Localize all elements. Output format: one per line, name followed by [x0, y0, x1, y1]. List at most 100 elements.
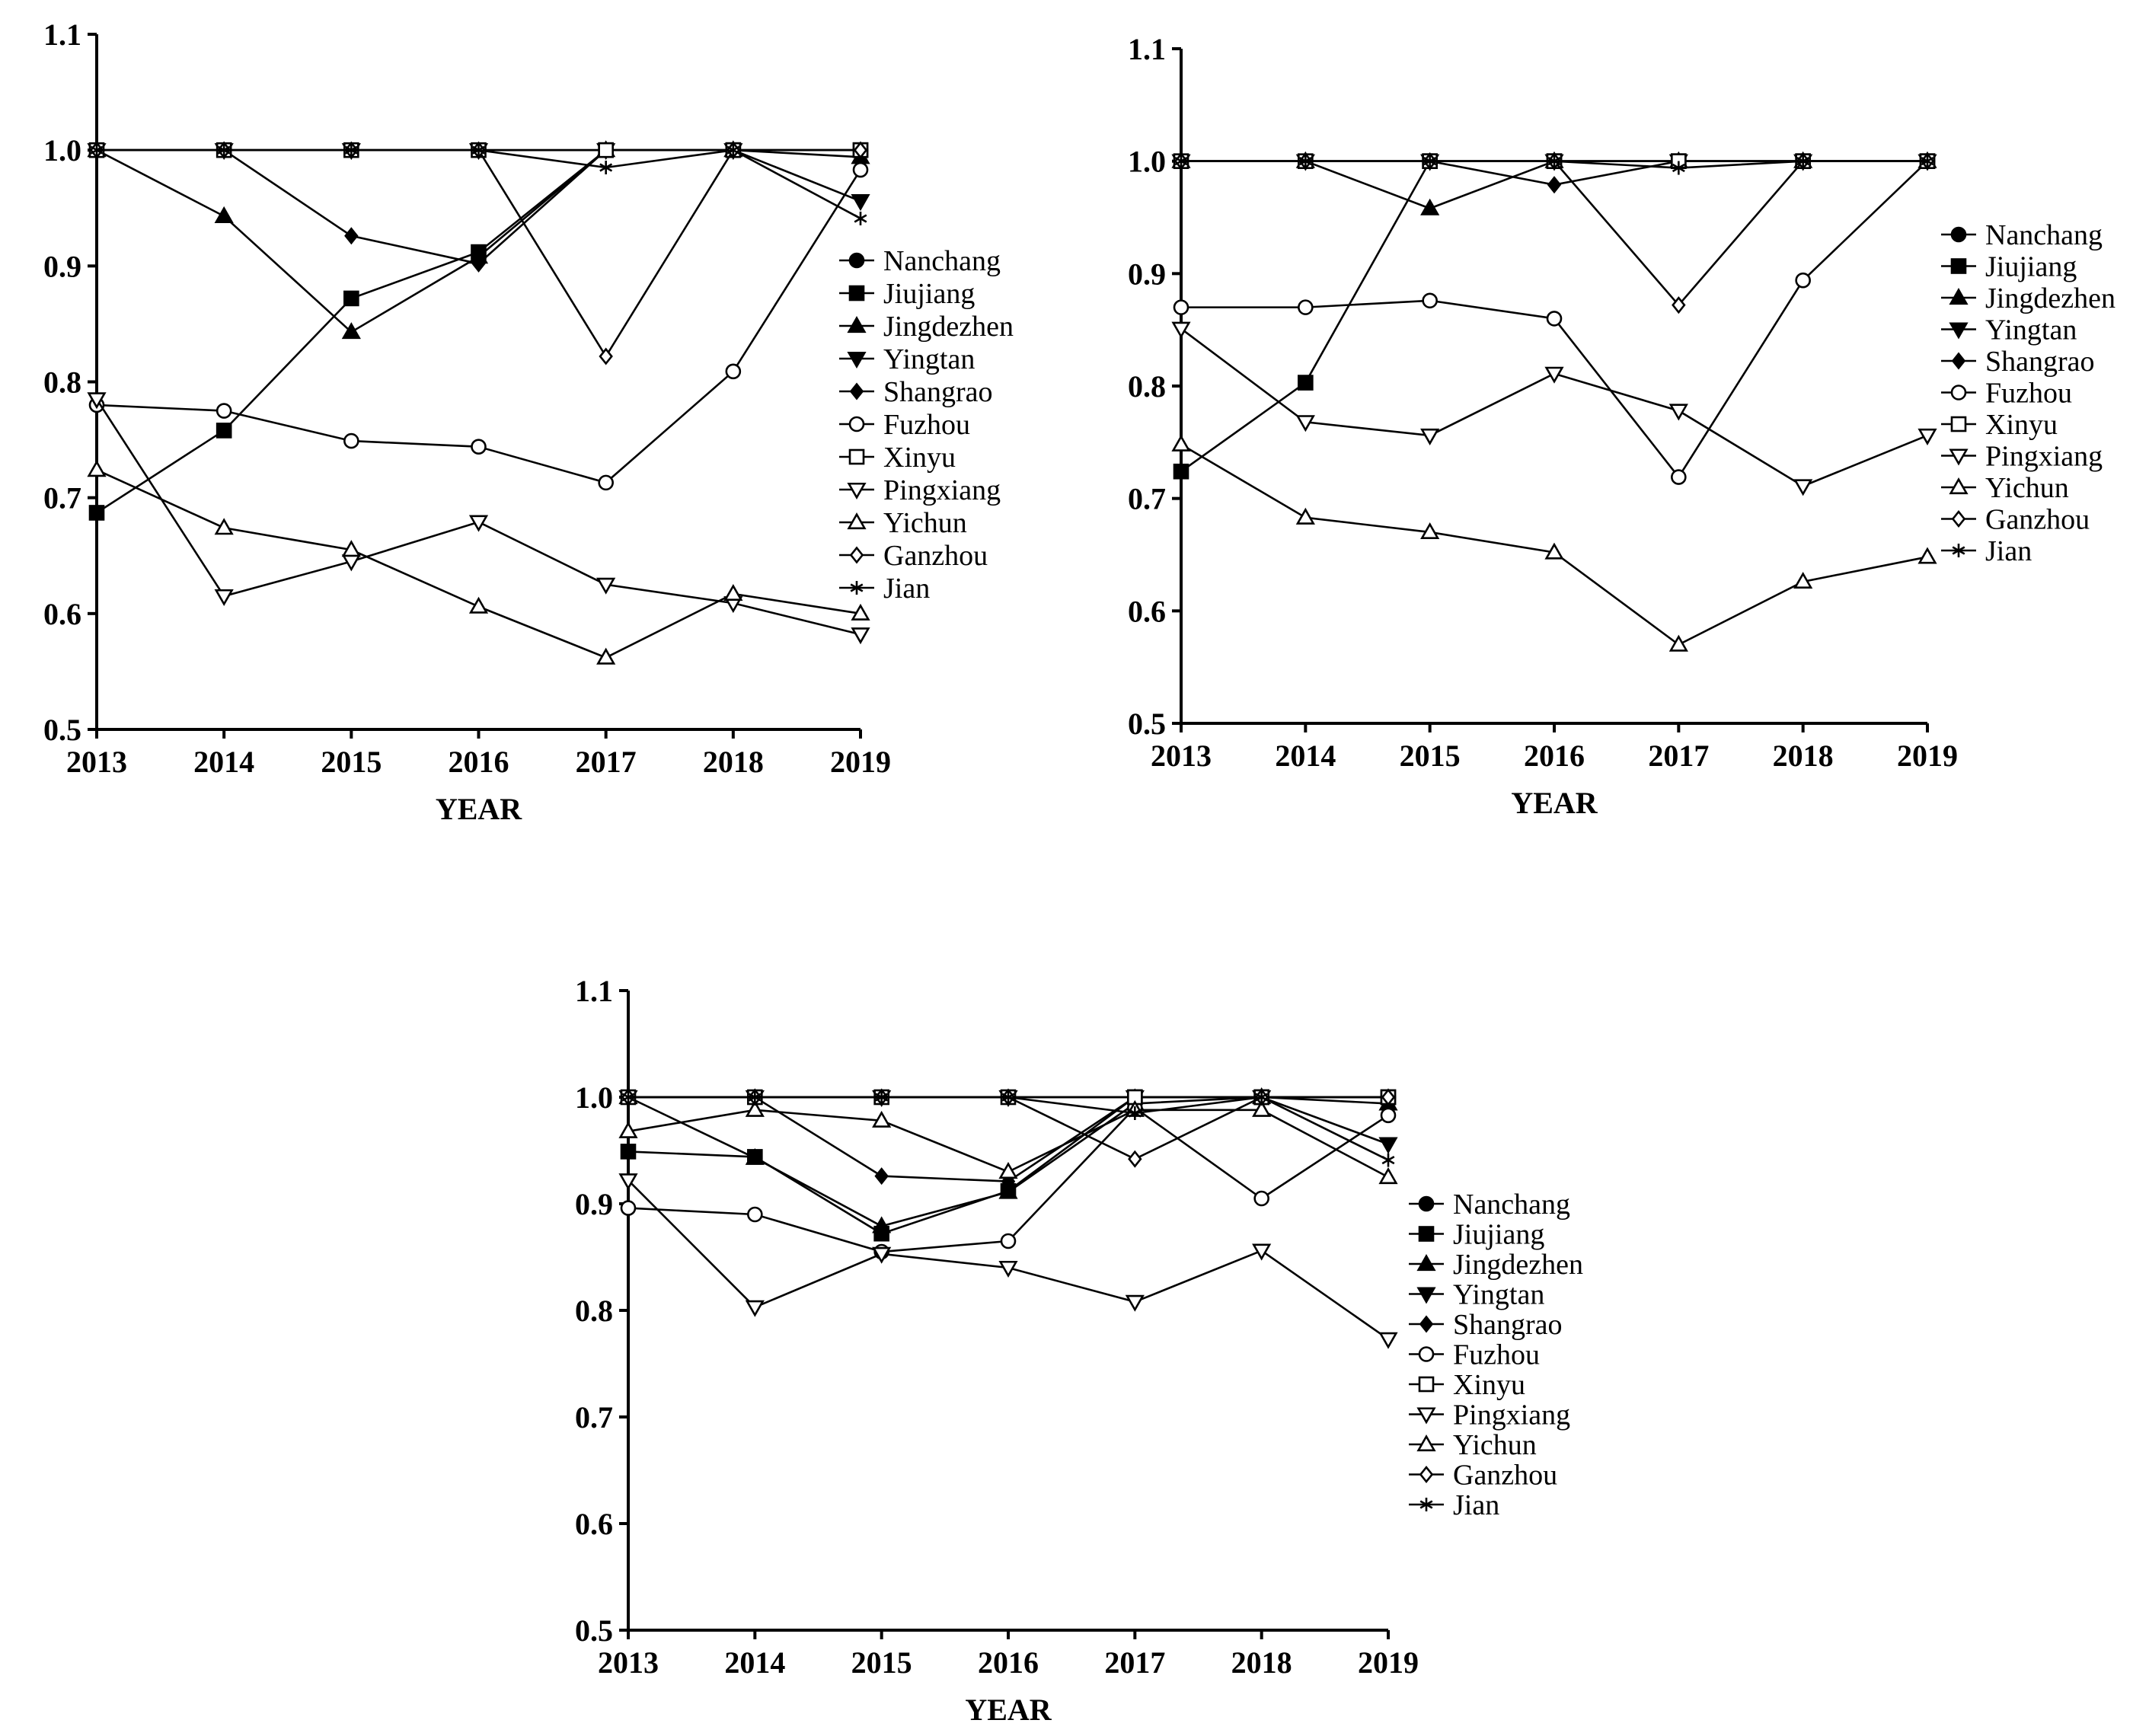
legend-marker-pingxiang — [847, 482, 867, 499]
legend-item-nanchang: Nanchang — [1409, 1189, 1570, 1221]
legend-marker-jiujiang — [1950, 258, 1967, 274]
data-point-jian — [748, 1090, 762, 1104]
x-axis-title: YEAR — [1511, 786, 1598, 820]
legend-item-pingxiang: Pingxiang — [1409, 1399, 1570, 1431]
x-tick-label: 2017 — [576, 745, 637, 779]
data-point-ganzhou — [1381, 1088, 1396, 1106]
legend-marker-jian — [1952, 544, 1965, 557]
data-point-jingdezhen — [214, 206, 234, 223]
series-line-jingdezhen — [96, 148, 861, 333]
x-tick-label: 2015 — [851, 1645, 912, 1680]
x-axis-title: YEAR — [965, 1693, 1052, 1727]
y-tick-label: 1.0 — [43, 133, 81, 168]
legend-item-ganzhou: Ganzhou — [1409, 1460, 1557, 1492]
legend-marker-nanchang — [848, 252, 865, 269]
legend-marker-ganzhou — [1419, 1465, 1434, 1484]
legend-marker-jingdezhen — [847, 316, 867, 333]
legend-item-pingxiang: Pingxiang — [839, 474, 1001, 506]
x-tick-label: 2019 — [1897, 739, 1958, 773]
x-tick-label: 2018 — [1231, 1645, 1292, 1680]
chart-panel-bottom: 0.5 0.6 0.7 0.8 0.9 1.0 1.1 2013 2014 2015 2016 201… — [533, 929, 1608, 1736]
legend-marker-pingxiang — [1949, 448, 1969, 466]
data-point-jingdezhen — [872, 1216, 892, 1233]
data-point-yichun — [1295, 507, 1315, 525]
chart-panel-top-left: 0.5 0.6 0.7 0.8 0.9 1.0 1.1 2013 2014 2015 2016 201… — [0, 0, 1074, 868]
data-point-jian — [217, 143, 231, 158]
data-point-xinyu — [598, 142, 614, 158]
series-yichun — [1171, 434, 1937, 652]
y-tick-label: 0.7 — [575, 1400, 613, 1434]
legend: NanchangJiujiangJingdezhenYingtanShangra… — [1409, 1189, 1583, 1521]
legend-label: Shangrao — [883, 376, 993, 408]
series-yichun — [618, 1099, 1398, 1185]
x-tick-label: 2014 — [724, 1645, 785, 1680]
line-chart-top-left: 0.5 0.6 0.7 0.8 0.9 1.0 1.1 2013 2014 2015 2016 201… — [43, 18, 1014, 826]
y-tick-label: 0.8 — [1128, 369, 1166, 404]
data-point-pingxiang — [1295, 415, 1315, 432]
series-jian — [90, 143, 867, 225]
data-point-pingxiang — [1378, 1332, 1398, 1349]
y-tick-label: 1.0 — [1128, 145, 1166, 179]
y-tick-label: 0.9 — [1128, 257, 1166, 291]
legend-marker-fuzhou — [1418, 1346, 1435, 1362]
series-line-pingxiang — [1180, 327, 1928, 487]
legend-marker-yingtan — [847, 351, 867, 369]
legend-marker-shangrao — [849, 382, 864, 400]
x-tick-label: 2013 — [66, 745, 127, 779]
legend-label: Fuzhou — [1453, 1339, 1540, 1371]
data-point-pingxiang — [618, 1173, 638, 1191]
legend-item-jiujiang: Jiujiang — [1941, 251, 2077, 283]
legend-marker-shangrao — [1419, 1315, 1434, 1333]
x-tick-label: 2016 — [449, 745, 509, 779]
line-chart-bottom: 0.5 0.6 0.7 0.8 0.9 1.0 1.1 2013 2014 2015 2016 201… — [575, 974, 1583, 1727]
legend-marker-nanchang — [1950, 226, 1967, 243]
legend-item-yingtan: Yingtan — [839, 343, 975, 375]
series-yichun — [87, 460, 870, 665]
x-tick-label: 2018 — [1773, 739, 1834, 773]
data-point-fuzhou — [1546, 311, 1563, 327]
legend-label: Nanchang — [883, 245, 1001, 277]
legend-label: Pingxiang — [1985, 441, 2103, 473]
x-tick-label: 2016 — [978, 1645, 1039, 1680]
legend-item-shangrao: Shangrao — [1941, 346, 2095, 378]
data-point-jian — [1128, 1106, 1142, 1120]
data-point-jian — [726, 143, 740, 158]
chart-panel-top-right: 0.5 0.6 0.7 0.8 0.9 1.0 1.1 2013 2014 2015 2016 201… — [1074, 0, 2149, 868]
data-point-yichun — [872, 1110, 892, 1128]
data-point-fuzhou — [1253, 1190, 1269, 1207]
legend-item-fuzhou: Fuzhou — [1941, 378, 2072, 410]
y-tick-label: 0.9 — [575, 1187, 613, 1221]
legend-item-pingxiang: Pingxiang — [1941, 441, 2103, 473]
data-point-jiujiang — [343, 290, 359, 307]
legend-label: Jingdezhen — [1985, 282, 2115, 314]
series-line-jian — [97, 148, 861, 220]
data-point-pingxiang — [745, 1300, 765, 1317]
legend-label: Xinyu — [1985, 409, 2058, 441]
y-tick-label: 0.5 — [43, 713, 81, 747]
data-point-pingxiang — [998, 1260, 1018, 1278]
data-point-jian — [1001, 1090, 1015, 1104]
legend-item-yingtan: Yingtan — [1409, 1279, 1544, 1311]
series-fuzhou — [1173, 153, 1936, 485]
legend: NanchangJiujiangJingdezhenYingtanShangra… — [839, 245, 1014, 605]
data-point-ganzhou — [599, 347, 613, 365]
data-point-yichun — [1544, 542, 1564, 560]
legend-label: Ganzhou — [883, 540, 988, 572]
data-point-jian — [621, 1090, 635, 1104]
data-point-jian — [1423, 154, 1437, 168]
data-point-fuzhou — [747, 1206, 763, 1223]
legend-marker-yingtan — [1949, 322, 1969, 340]
legend-item-nanchang: Nanchang — [1941, 219, 2103, 251]
data-point-jian — [1174, 154, 1188, 168]
data-point-yingtan — [1378, 1137, 1398, 1154]
data-point-yichun — [87, 460, 107, 477]
legend-item-jingdezhen: Jingdezhen — [1409, 1249, 1583, 1281]
data-point-fuzhou — [1380, 1107, 1397, 1124]
legend-item-yichun: Yichun — [1941, 472, 2069, 504]
legend-marker-xinyu — [1418, 1376, 1435, 1393]
series-line-jiujiang — [96, 148, 861, 514]
data-point-pingxiang — [87, 392, 107, 410]
legend-label: Yichun — [1453, 1429, 1537, 1461]
data-point-jian — [1298, 154, 1312, 168]
legend-item-fuzhou: Fuzhou — [1409, 1339, 1540, 1371]
